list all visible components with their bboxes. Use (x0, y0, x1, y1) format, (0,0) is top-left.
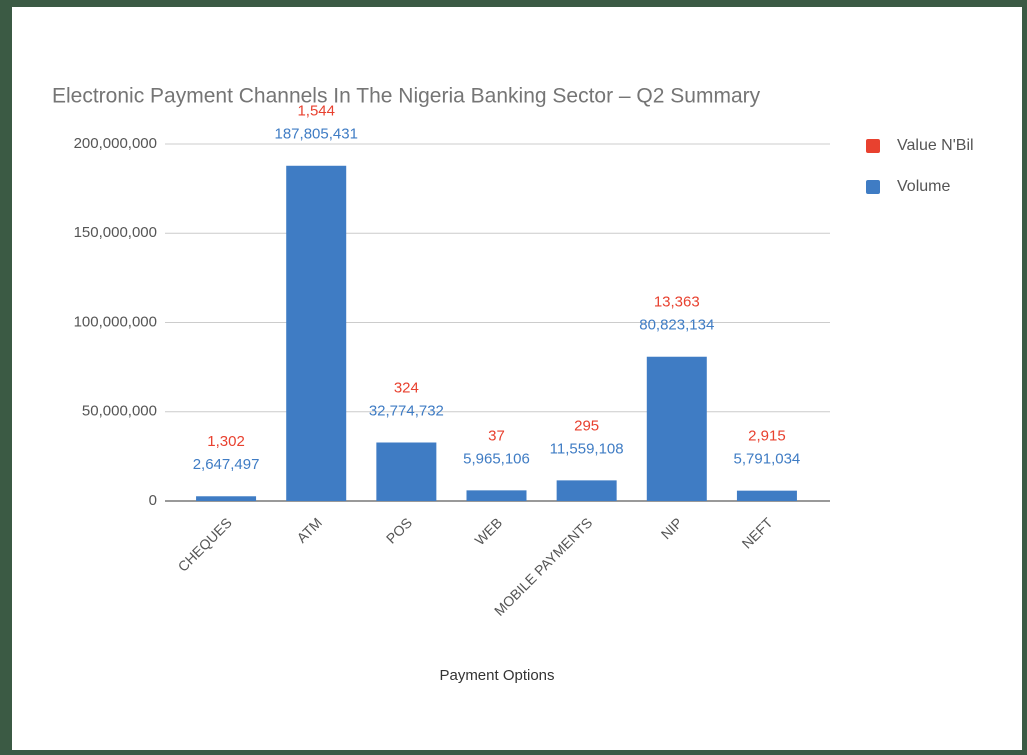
chart-title: Electronic Payment Channels In The Niger… (52, 85, 761, 108)
data-label: 80,823,134 (639, 317, 714, 334)
data-label: 187,805,431 (275, 126, 358, 143)
legend-label: Volume (897, 178, 950, 195)
data-label: 32,774,732 (369, 402, 444, 419)
data-label: 324 (394, 379, 419, 396)
y-tick-label: 150,000,000 (74, 224, 157, 241)
data-label: 5,791,034 (734, 451, 801, 468)
x-tick-label: ATM (293, 514, 324, 545)
x-tick-label: POS (383, 514, 415, 546)
bar (286, 165, 347, 501)
bar (556, 480, 617, 501)
x-axis-label: Payment Options (439, 667, 554, 684)
x-tick-label: NEFT (739, 514, 776, 551)
x-tick-label: CHEQUES (175, 514, 235, 574)
data-label: 2,915 (748, 428, 786, 445)
data-label: 11,559,108 (550, 440, 624, 457)
data-label: 37 (488, 427, 505, 444)
legend-label: Value N'Bil (897, 137, 974, 154)
y-tick-label: 100,000,000 (74, 313, 157, 330)
data-label: 295 (574, 417, 599, 434)
bar (376, 442, 437, 501)
y-tick-label: 200,000,000 (74, 135, 157, 152)
x-tick-label: NIP (658, 514, 686, 542)
legend-swatch (866, 139, 880, 153)
bar (646, 356, 707, 501)
y-tick-label: 50,000,000 (82, 403, 157, 420)
data-label: 13,363 (654, 294, 700, 311)
legend-swatch (866, 180, 880, 194)
y-tick-label: 0 (149, 492, 157, 509)
data-label: 1,544 (297, 103, 335, 120)
x-tick-label: MOBILE PAYMENTS (491, 514, 595, 618)
data-label: 1,302 (207, 433, 245, 450)
bar (736, 490, 797, 501)
bar (466, 490, 527, 501)
data-label: 5,965,106 (463, 450, 530, 467)
data-label: 2,647,497 (193, 456, 260, 473)
x-tick-label: WEB (471, 514, 505, 548)
bar (196, 496, 257, 501)
